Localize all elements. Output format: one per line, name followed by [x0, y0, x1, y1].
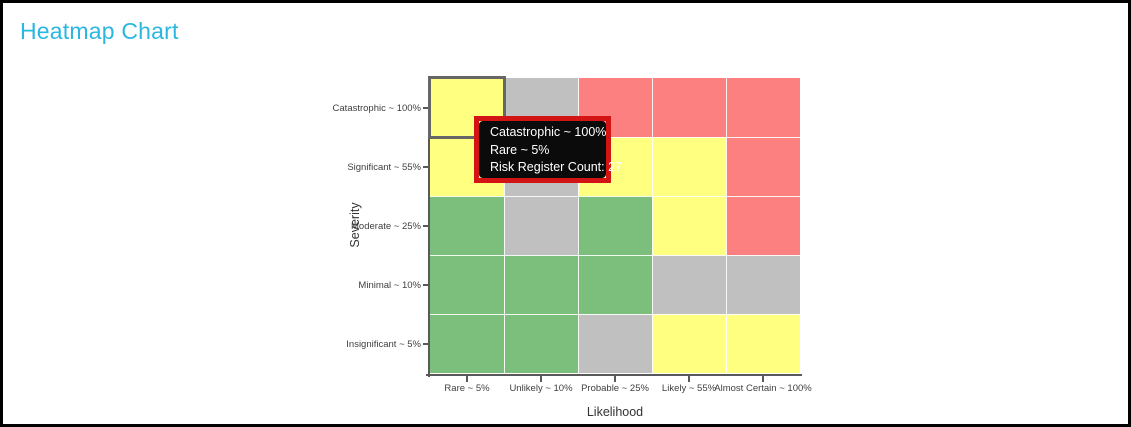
x-axis-tick: [688, 376, 690, 382]
tooltip-severity-line: Catastrophic ~ 100%: [490, 125, 607, 139]
heatmap-cell-r1c4[interactable]: [726, 137, 800, 196]
x-axis-label: Almost Certain ~ 100%: [714, 383, 812, 394]
x-axis-label: Rare ~ 5%: [444, 383, 490, 394]
heatmap-cell-r0c4[interactable]: [726, 78, 800, 137]
x-axis-line: [426, 374, 802, 376]
x-axis-label: Likely ~ 55%: [661, 383, 717, 394]
y-axis-label: Significant ~ 55%: [347, 161, 421, 173]
heatmap-cell-r4c2[interactable]: [578, 314, 652, 373]
y-axis-title: Severity: [348, 202, 362, 248]
heatmap-cell-r2c3[interactable]: [652, 196, 726, 255]
x-axis-title: Likelihood: [586, 405, 644, 419]
heatmap-cell-r3c0[interactable]: [430, 255, 504, 314]
heatmap-cell-r1c3[interactable]: [652, 137, 726, 196]
tooltip-highlight-frame: Catastrophic ~ 100% Rare ~ 5% Risk Regis…: [474, 116, 623, 183]
x-axis-tick: [614, 376, 616, 382]
tooltip: Catastrophic ~ 100% Rare ~ 5% Risk Regis…: [479, 121, 623, 178]
y-axis-tick: [423, 106, 429, 109]
heatmap-cell-r4c4[interactable]: [726, 314, 800, 373]
heatmap-cell-r3c4[interactable]: [726, 255, 800, 314]
y-axis-tick: [423, 342, 429, 345]
x-axis-tick: [762, 376, 764, 382]
x-axis-tick: [466, 376, 468, 382]
y-axis-label: Insignificant ~ 5%: [346, 338, 421, 350]
heatmap-cell-r2c1[interactable]: [504, 196, 578, 255]
y-axis-label: Catastrophic ~ 100%: [332, 102, 421, 114]
heatmap-cell-r0c3[interactable]: [652, 78, 726, 137]
y-axis-label: Moderate ~ 25%: [351, 220, 421, 232]
heatmap-cell-r4c3[interactable]: [652, 314, 726, 373]
x-axis-label: Unlikely ~ 10%: [509, 383, 573, 394]
y-axis-line: [428, 76, 430, 377]
y-axis-tick: [423, 165, 429, 168]
heatmap-cell-r2c2[interactable]: [578, 196, 652, 255]
y-axis-tick: [423, 224, 429, 227]
page-title: Heatmap Chart: [20, 18, 179, 44]
tooltip-count-line: Risk Register Count: 27: [490, 160, 623, 174]
heatmap-cell-r4c1[interactable]: [504, 314, 578, 373]
heatmap-cell-r2c0[interactable]: [430, 196, 504, 255]
heatmap-cell-r2c4[interactable]: [726, 196, 800, 255]
x-axis-label: Probable ~ 25%: [581, 383, 649, 394]
y-axis-label: Minimal ~ 10%: [358, 279, 421, 291]
y-axis-tick: [423, 283, 429, 286]
heatmap-cell-r4c0[interactable]: [430, 314, 504, 373]
heatmap-cell-r3c2[interactable]: [578, 255, 652, 314]
tooltip-likelihood-line: Rare ~ 5%: [490, 142, 550, 157]
heatmap-cell-r3c1[interactable]: [504, 255, 578, 314]
x-axis-tick: [540, 376, 542, 382]
heatmap-cell-r3c3[interactable]: [652, 255, 726, 314]
heatmap-chart: Catastrophic ~ 100% Significant ~ 55% Mode…: [3, 3, 1128, 424]
